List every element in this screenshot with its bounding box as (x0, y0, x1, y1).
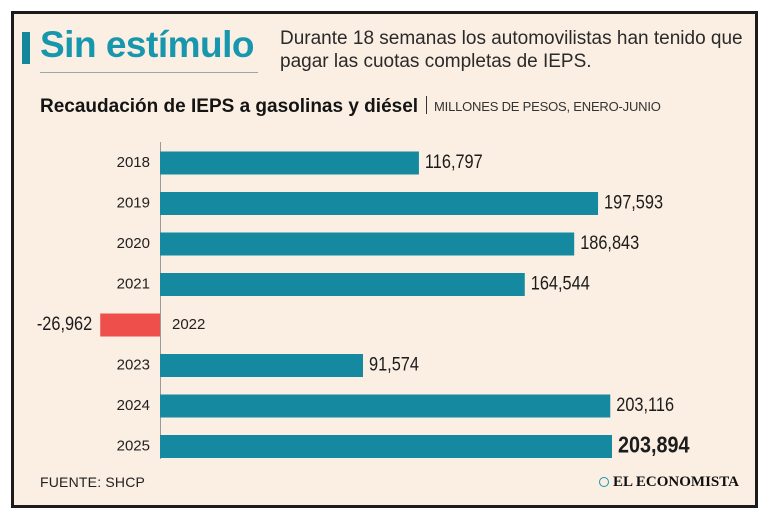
category-label-2025: 2025 (117, 437, 150, 454)
bar-2024 (160, 394, 611, 418)
bar-2023 (160, 354, 364, 377)
value-label-2024: 203,116 (616, 394, 674, 415)
headline: Sin estímulo (40, 24, 254, 65)
value-label-2022: -26,962 (37, 313, 92, 334)
bar-2020 (160, 232, 575, 256)
source-note: FUENTE: SHCP (40, 474, 146, 490)
bar-2025 (160, 435, 612, 458)
circle-mark-icon (599, 477, 609, 487)
infographic-card: Sin estímulo Durante 18 semanas los auto… (11, 11, 758, 508)
brand-name: EL ECONOMISTA (613, 474, 739, 490)
title-separator (426, 96, 428, 114)
value-label-2023: 91,574 (369, 353, 419, 374)
value-label-2018: 116,797 (425, 151, 483, 172)
bar-2022 (100, 313, 160, 337)
bar-chart: 2018 116,797 2019 197,593 2020 186,843 2021 164… (37, 142, 690, 459)
bar-2019 (160, 192, 599, 215)
category-label-2019: 2019 (117, 194, 150, 211)
headline-rule (40, 72, 258, 73)
category-label-2020: 2020 (117, 235, 150, 252)
chart-title-main: Recaudación de IEPS a gasolinas y diésel (40, 96, 419, 117)
category-label-2021: 2021 (117, 275, 150, 292)
value-label-2021: 164,544 (531, 272, 590, 293)
bar-2021 (160, 273, 525, 296)
value-label-2019: 197,593 (604, 191, 663, 212)
category-label-2022: 2022 (172, 316, 205, 333)
value-label-2020: 186,843 (580, 232, 639, 253)
category-label-2018: 2018 (117, 154, 150, 171)
value-label-2025: 203,894 (618, 432, 690, 458)
category-label-2024: 2024 (117, 397, 150, 414)
bar-2018 (160, 151, 419, 175)
brand-logo: EL ECONOMISTA (599, 474, 739, 491)
chart-subtitle: MILLONES DE PESOS, ENERO-JUNIO (434, 99, 661, 114)
headline-accent-bar (22, 32, 30, 64)
category-label-2023: 2023 (117, 356, 150, 373)
chart-title: Recaudación de IEPS a gasolinas y diésel… (40, 96, 661, 118)
dek-text: Durante 18 semanas los automovilistas ha… (280, 28, 743, 72)
